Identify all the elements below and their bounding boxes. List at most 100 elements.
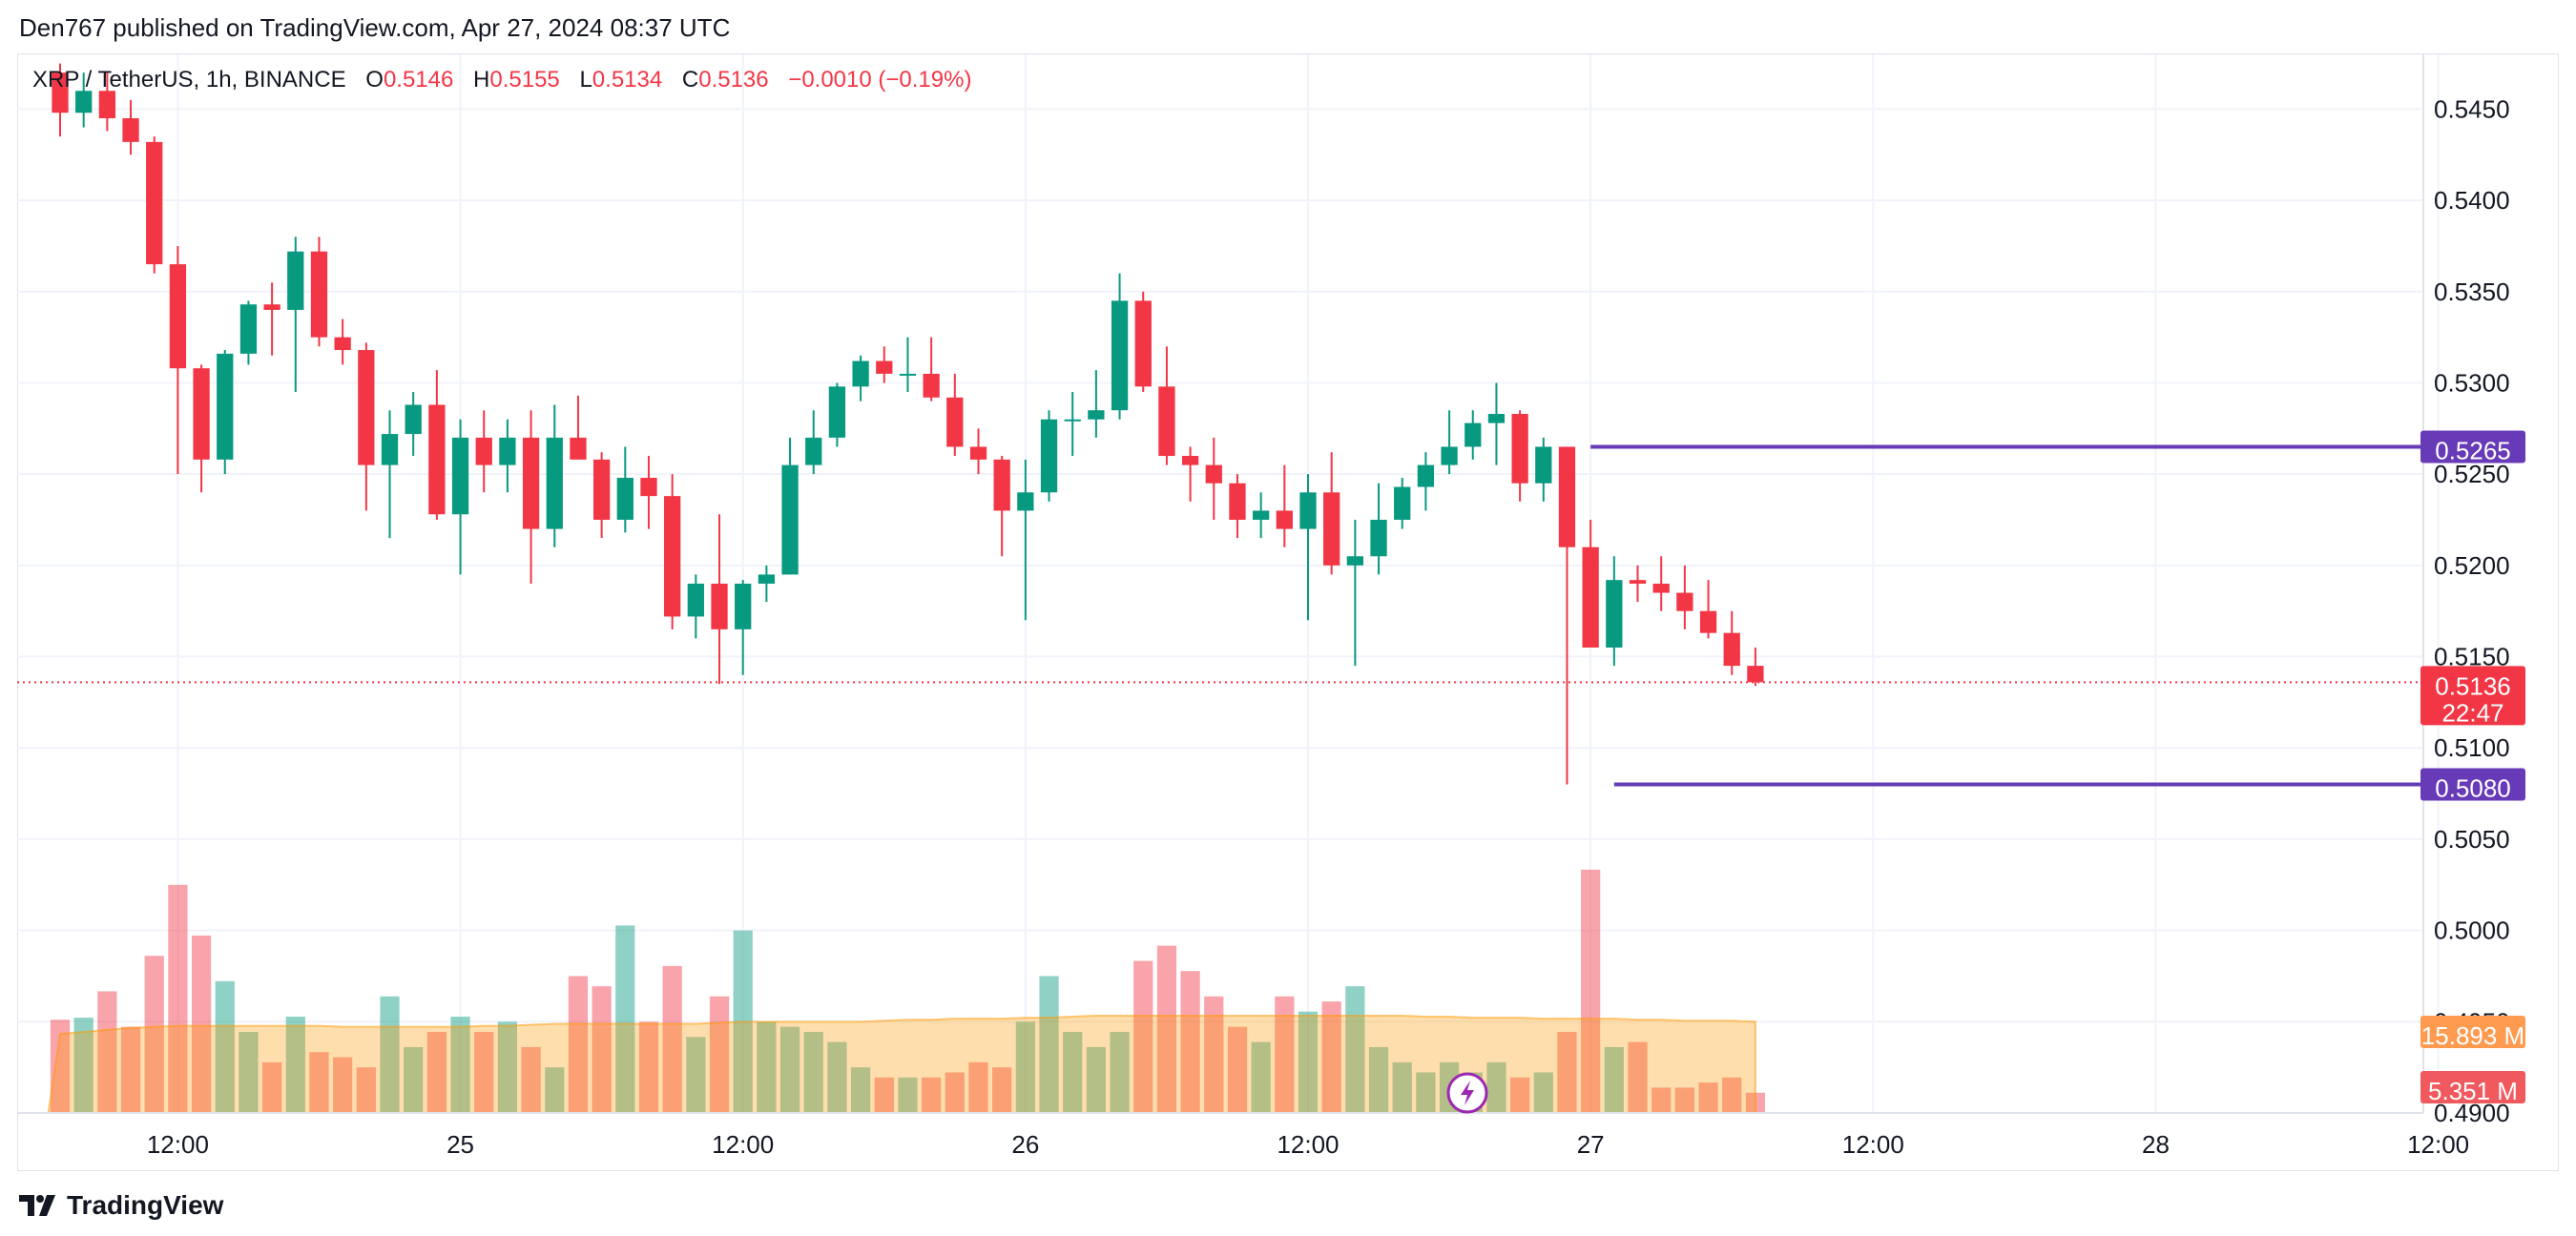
level-price-label: 0.5265 <box>2420 430 2525 464</box>
publish-info: Den767 published on TradingView.com, Apr… <box>19 13 731 42</box>
volume-bar <box>144 956 164 1113</box>
time-tick-label: 12:00 <box>2407 1130 2469 1159</box>
candle-body <box>1487 414 1506 423</box>
candle-body <box>735 584 752 629</box>
volume-bar <box>1204 996 1224 1113</box>
candle-body <box>1323 492 1340 566</box>
volume-bar <box>309 1052 329 1113</box>
axes: 0.5450 0.5400 0.5350 0.5300 0.5250 0.5200 0.51… <box>17 54 2510 1159</box>
volume-bar <box>50 1020 71 1113</box>
lightning-icon[interactable] <box>1446 1072 1488 1114</box>
time-tick-label: 12:00 <box>712 1130 774 1159</box>
candle-body <box>570 437 587 460</box>
volume-bar <box>827 1041 847 1113</box>
candle-body <box>1535 446 1552 484</box>
candle-body <box>1253 510 1270 521</box>
volume-bar <box>1063 1031 1083 1113</box>
price-tick-label: 0.5200 <box>2434 551 2510 580</box>
candle-body <box>1205 464 1222 484</box>
level-price-label: 0.5080 <box>2420 768 2525 803</box>
candle-body <box>758 574 776 584</box>
candle-body <box>993 459 1010 511</box>
volume-bar <box>521 1046 541 1113</box>
candle-body <box>1606 580 1623 648</box>
price-tick-label: 0.5300 <box>2434 368 2510 397</box>
volume-bar <box>1486 1061 1506 1113</box>
symbol-title[interactable]: XRP / TetherUS, 1h, BINANCE <box>32 67 346 93</box>
last-price-label-text: 22:47 <box>2441 698 2503 727</box>
price-tick-label: 0.5350 <box>2434 278 2510 306</box>
volume-bar <box>97 991 117 1113</box>
candle-body <box>1441 446 1458 465</box>
candle-body <box>52 72 69 113</box>
volume-bar <box>1509 1077 1530 1113</box>
volume-bar <box>686 1037 706 1113</box>
candle-body <box>358 350 375 465</box>
price-tick-label: 0.5100 <box>2434 733 2510 762</box>
candle-body <box>451 437 469 515</box>
open-label: O <box>365 67 384 93</box>
high-value: 0.5155 <box>489 67 560 93</box>
volume-bar <box>1392 1061 1412 1113</box>
candle-body <box>946 397 964 447</box>
volume-bar <box>380 996 400 1113</box>
candle-body <box>1417 464 1435 487</box>
volume-bar <box>1557 1031 1577 1113</box>
volume-bar <box>662 965 682 1113</box>
volume-bar <box>592 986 612 1113</box>
candle-body <box>616 478 634 521</box>
candle-body <box>1370 520 1387 557</box>
tradingview-logo[interactable]: TradingView <box>19 1190 223 1221</box>
volume-bar <box>1533 1072 1553 1113</box>
volume-bar <box>638 1021 659 1113</box>
volume-bar <box>968 1061 988 1113</box>
candle-body <box>405 404 422 435</box>
volume-bar <box>615 925 635 1113</box>
volume-bar <box>1628 1041 1648 1113</box>
volume-bar <box>1298 1011 1319 1113</box>
chart-frame <box>17 53 2559 1171</box>
volume-bar <box>1652 1087 1672 1113</box>
volume-bar <box>1368 1046 1389 1113</box>
volume-bar <box>1345 986 1365 1113</box>
volume-bar <box>285 1017 305 1113</box>
candle-body <box>1346 556 1363 566</box>
candle-body <box>1276 510 1293 529</box>
price-tick-label: 0.5000 <box>2434 917 2510 945</box>
last-price-label-bg <box>2420 666 2525 726</box>
close-value: 0.5136 <box>698 67 769 93</box>
candle-body <box>146 141 163 265</box>
volume-bar <box>1698 1082 1718 1113</box>
volume-bar <box>497 1021 518 1113</box>
level-price-label-bg <box>2420 768 2525 801</box>
candle-body <box>217 353 234 460</box>
tradingview-logo-icon <box>19 1195 55 1216</box>
volume-bar <box>898 1077 918 1113</box>
volume-bar <box>1133 960 1153 1113</box>
candle-body <box>475 437 492 465</box>
candle-body <box>805 437 822 465</box>
candle-body <box>1652 584 1670 593</box>
volume-bar <box>1674 1087 1694 1113</box>
volume-ma-value-label: 15.893 M <box>2420 1016 2525 1050</box>
volume-bar <box>474 1031 494 1113</box>
volume-value-label: 5.351 M <box>2420 1071 2525 1105</box>
time-tick-label: 12:00 <box>1277 1130 1339 1159</box>
price-tick-label: 0.5450 <box>2434 94 2510 123</box>
time-tick-label: 25 <box>447 1130 474 1159</box>
volume-bar <box>1321 1001 1341 1113</box>
grid <box>17 54 2440 1114</box>
candle-body <box>876 360 893 374</box>
volume-value-label-text: 5.351 M <box>2428 1077 2518 1105</box>
volume-ma-area <box>47 1014 1756 1114</box>
high-label: H <box>473 67 490 93</box>
volume-bar <box>450 1017 470 1113</box>
volume-bar <box>426 1031 447 1113</box>
volume-bar <box>945 1072 965 1113</box>
candle-body <box>852 360 869 387</box>
candle-body <box>1629 580 1647 584</box>
volume-bar <box>168 884 188 1113</box>
volume-bar <box>992 1067 1012 1113</box>
